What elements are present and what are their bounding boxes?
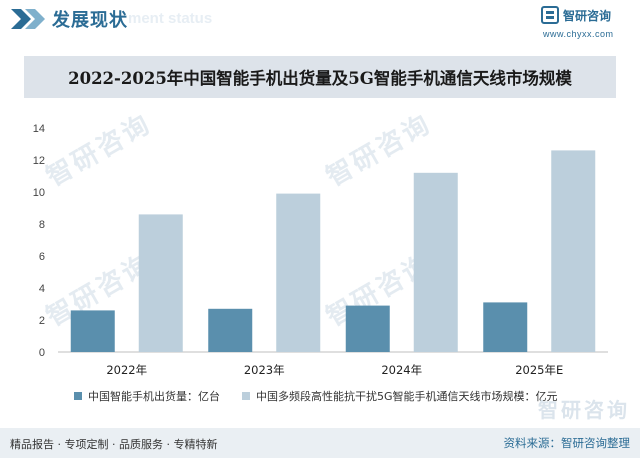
- bar-series-2: [138, 214, 183, 352]
- chart-title-bar: 2022-2025年中国智能手机出货量及5G智能手机通信天线市场规模: [24, 56, 616, 98]
- y-tick-label: 8: [39, 219, 45, 231]
- bar-series-1: [483, 302, 528, 352]
- footer-watermark: 智研咨询: [538, 398, 630, 422]
- x-tick-label: 2024年: [381, 363, 422, 377]
- legend-item-series-2: 中国多频段高性能抗干扰5G智能手机通信天线市场规模：亿元: [242, 388, 558, 404]
- y-tick-label: 6: [39, 251, 45, 263]
- brand-url: www.chyxx.com: [543, 29, 614, 39]
- y-tick-label: 4: [39, 283, 45, 295]
- y-tick-label: 0: [39, 347, 45, 359]
- legend-label-series-2: 中国多频段高性能抗干扰5G智能手机通信天线市场规模：亿元: [256, 390, 558, 403]
- section-subtitle: ment status: [128, 10, 213, 27]
- x-tick-label: 2023年: [244, 363, 285, 377]
- legend-label-series-1: 中国智能手机出货量：亿台: [88, 390, 220, 403]
- brand-logo-icon: [541, 6, 559, 24]
- bar-series-2: [413, 172, 458, 352]
- x-tick-label: 2025年E: [515, 363, 563, 377]
- chart-title: 2022-2025年中国智能手机出货量及5G智能手机通信天线市场规模: [68, 69, 572, 88]
- legend-item-series-1: 中国智能手机出货量：亿台: [74, 388, 220, 404]
- bar-series-1: [345, 305, 390, 352]
- bar-series-2: [551, 150, 596, 352]
- header: ment status 发展现状 智研咨询 www.chyxx.com: [0, 0, 640, 40]
- y-tick-label: 10: [33, 187, 45, 199]
- footer: 精品报告 · 专项定制 · 品质服务 · 专精特新 资料来源：智研咨询整理: [0, 428, 640, 458]
- y-tick-label: 14: [33, 123, 45, 135]
- legend-swatch-series-2: [242, 392, 250, 400]
- y-tick-label: 12: [33, 155, 45, 167]
- data-source: 资料来源：智研咨询整理: [503, 436, 631, 450]
- brand-name: 智研咨询: [563, 9, 612, 23]
- footer-tags: 精品报告 · 专项定制 · 品质服务 · 专精特新: [10, 438, 218, 451]
- double-chevron-icon: [11, 9, 45, 29]
- section-title: 发展现状: [52, 10, 128, 31]
- bar-series-1: [208, 308, 253, 352]
- y-tick-label: 2: [39, 315, 45, 327]
- legend-swatch-series-1: [74, 392, 82, 400]
- legend: 中国智能手机出货量：亿台 中国多频段高性能抗干扰5G智能手机通信天线市场规模：亿…: [74, 388, 580, 404]
- bar-series-1: [70, 310, 115, 352]
- x-tick-label: 2022年: [106, 363, 147, 377]
- bar-series-2: [276, 193, 321, 352]
